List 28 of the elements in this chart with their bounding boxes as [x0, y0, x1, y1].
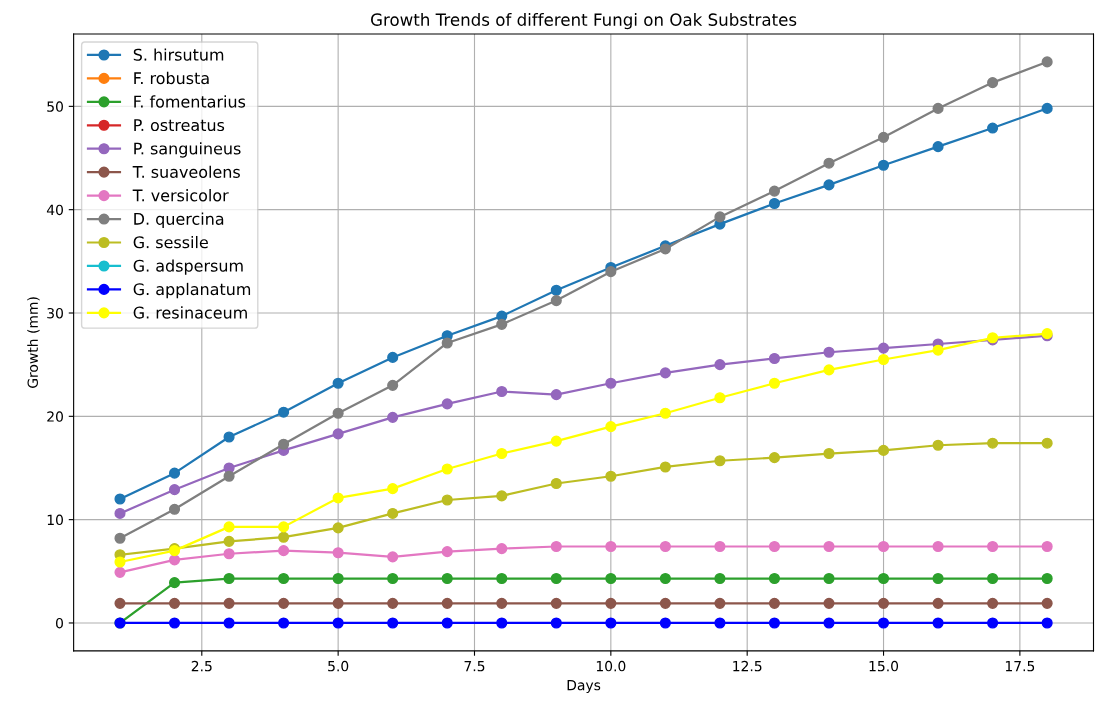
legend-label: T. suaveolens: [132, 165, 240, 178]
x-tick-label: 10.0: [596, 660, 626, 672]
x-tick-label: 5.0: [328, 660, 349, 672]
y-tick-label: 20: [47, 411, 63, 422]
legend-label: F. fomentarius: [134, 95, 246, 108]
y-axis-title: Growth (mm): [27, 297, 40, 388]
legend-label: F. robusta: [134, 71, 209, 85]
x-tick-label: 12.5: [733, 660, 762, 672]
x-tick-label: 7.5: [464, 661, 485, 672]
y-tick-label: 30: [47, 307, 63, 319]
legend-label: G. resinaceum: [133, 306, 247, 319]
legend-label: G. adspersum: [133, 259, 243, 275]
legend-label: S. hirsutum: [133, 48, 224, 61]
x-tick-label: 15.0: [869, 660, 899, 672]
legend-label: T. versicolor: [132, 189, 229, 202]
legend-label: G. sessile: [133, 235, 208, 249]
x-tick-label: 17.5: [1005, 661, 1035, 672]
y-tick-label: 50: [47, 101, 63, 112]
legend-label: G. applanatum: [133, 282, 251, 299]
y-tick-label: 0: [55, 617, 63, 629]
x-axis-title: Days: [567, 680, 601, 694]
chart-title: Growth Trends of different Fungi on Oak Substrates: [371, 13, 797, 30]
legend-label: P. ostreatus: [134, 119, 225, 132]
y-tick-label: 40: [46, 204, 63, 216]
x-tick-label: 2.5: [191, 660, 212, 672]
y-tick-label: 10: [47, 514, 63, 526]
legend-label: D. quercina: [134, 212, 224, 228]
legend-label: P. sanguineus: [134, 142, 241, 158]
